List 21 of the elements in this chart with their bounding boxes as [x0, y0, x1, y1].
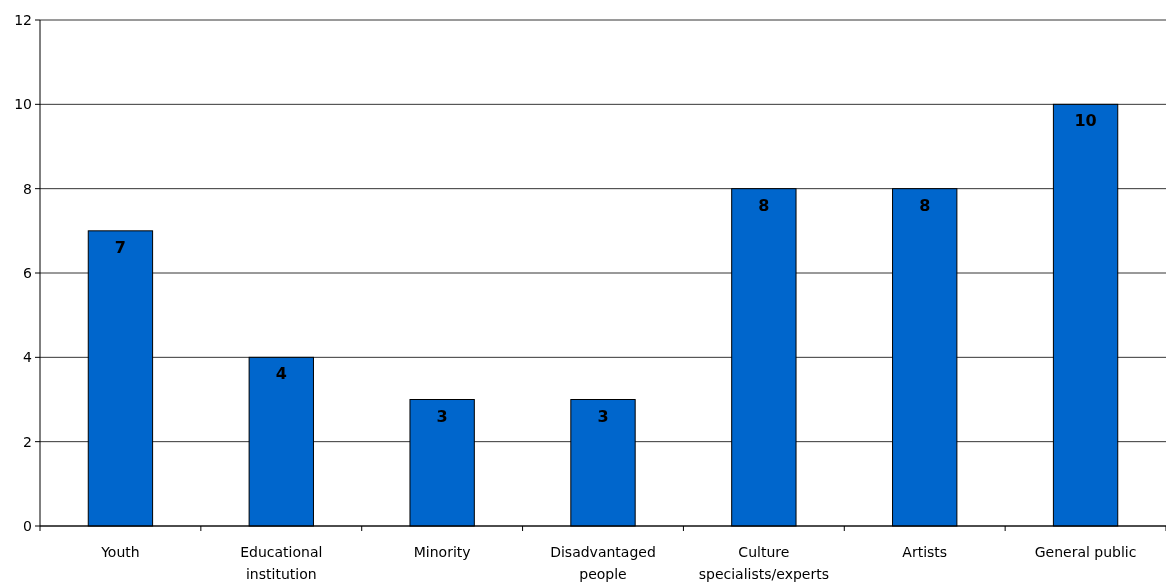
data-label: 7: [114, 237, 126, 257]
x-tick-label: Minority: [413, 544, 471, 560]
data-label: 8: [919, 195, 931, 215]
y-tick-label: 0: [23, 517, 32, 534]
y-tick-label: 8: [23, 180, 32, 197]
data-label: 4: [275, 364, 287, 384]
y-tick-label: 4: [23, 349, 33, 366]
data-label: 8: [758, 195, 770, 215]
x-tick-label: Youth: [100, 544, 140, 560]
x-tick-label: Artists: [902, 544, 948, 560]
y-tick-label: 2: [23, 433, 32, 450]
data-label: 3: [436, 406, 448, 426]
x-tick-label: General public: [1034, 544, 1137, 560]
x-tick-label: Culture specialists/experts: [698, 544, 829, 582]
y-tick-label: 6: [23, 264, 33, 281]
x-tick-label: Disadvantaged people: [550, 544, 656, 582]
data-label: 10: [1074, 111, 1097, 131]
data-label: 3: [597, 406, 609, 426]
y-tick-label: 10: [14, 96, 32, 113]
x-tick-label: Educational institution: [240, 544, 323, 582]
y-tick-label: 12: [14, 11, 32, 28]
